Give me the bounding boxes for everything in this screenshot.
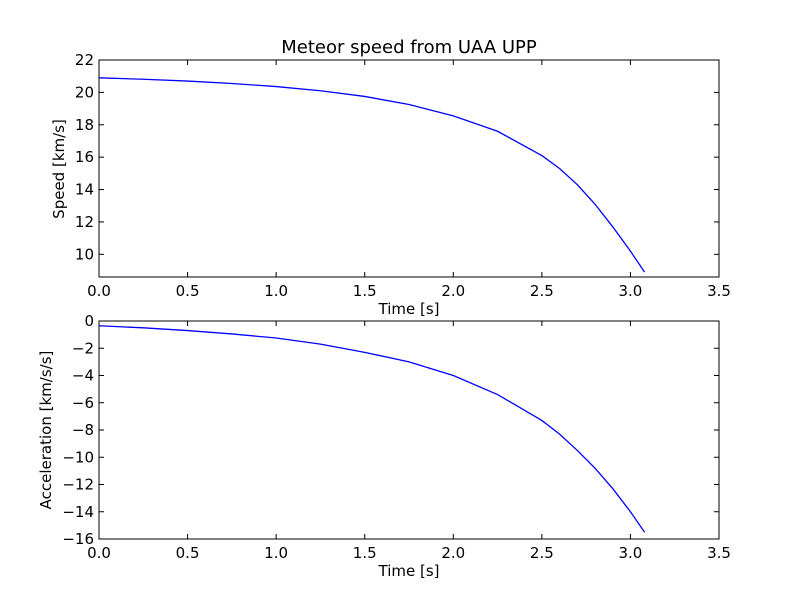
speed-y-tick-label: 12	[75, 213, 94, 231]
acceleration-series-line	[98, 325, 646, 533]
speed-x-axis-label: Time [s]	[378, 300, 440, 318]
acceleration-x-tick-label: 0.0	[87, 544, 111, 562]
acceleration-y-tick-label: −8	[72, 421, 94, 439]
acceleration-y-tick-label: −6	[72, 394, 94, 412]
acceleration-y-tick-label: 0	[84, 312, 94, 330]
chart-title: Meteor speed from UAA UPP	[281, 37, 537, 58]
speed-y-axis-label: Speed [km/s]	[50, 119, 68, 219]
speed-x-tick-label: 0.0	[87, 282, 111, 300]
speed-plot-frame	[98, 59, 720, 278]
speed-x-tick-label: 2.5	[530, 282, 554, 300]
acceleration-x-axis-label: Time [s]	[378, 562, 440, 580]
speed-x-tick-label: 1.5	[353, 282, 377, 300]
speed-x-tick-label: 2.0	[441, 282, 465, 300]
speed-y-tick-label: 18	[75, 116, 94, 134]
speed-y-tick-label: 22	[75, 51, 94, 69]
acceleration-y-tick-label: −12	[62, 476, 94, 494]
speed-x-tick-label: 3.0	[618, 282, 642, 300]
acceleration-x-tick-label: 2.0	[441, 544, 465, 562]
acceleration-y-axis-label: Acceleration [km/s/s]	[37, 351, 55, 510]
acceleration-y-tick-label: −2	[72, 339, 94, 357]
acceleration-x-tick-label: 2.5	[530, 544, 554, 562]
acceleration-y-tick-label: −14	[62, 503, 94, 521]
acceleration-x-tick-label: 1.5	[353, 544, 377, 562]
speed-y-tick-label: 10	[75, 245, 94, 263]
acceleration-x-tick-label: 3.0	[618, 544, 642, 562]
speed-y-tick-label: 20	[75, 83, 94, 101]
speed-x-tick-label: 1.0	[264, 282, 288, 300]
speed-x-tick-label: 3.5	[707, 282, 731, 300]
speed-plot-panel: 0.0 0.5 1.0 1.5 2.0 2.5 3.0 3.5 10 12 14 16 18 20 22	[75, 51, 731, 300]
acceleration-y-tick-label: −10	[62, 448, 94, 466]
acceleration-x-tick-label: 3.5	[707, 544, 731, 562]
speed-series-line	[98, 77, 646, 273]
acceleration-x-tick-label: 0.5	[176, 544, 200, 562]
acceleration-x-tick-label: 1.0	[264, 544, 288, 562]
speed-y-tick-label: 16	[75, 148, 94, 166]
acceleration-y-tick-label: −16	[62, 530, 94, 548]
acceleration-plot-panel: 0.0 0.5 1.0 1.5 2.0 2.5 3.0 3.5 0 −2 −4 −6 −8 −10 −12 −…	[62, 312, 731, 562]
speed-y-tick-label: 14	[75, 181, 94, 199]
acceleration-y-tick-label: −4	[72, 367, 94, 385]
speed-x-tick-label: 0.5	[176, 282, 200, 300]
